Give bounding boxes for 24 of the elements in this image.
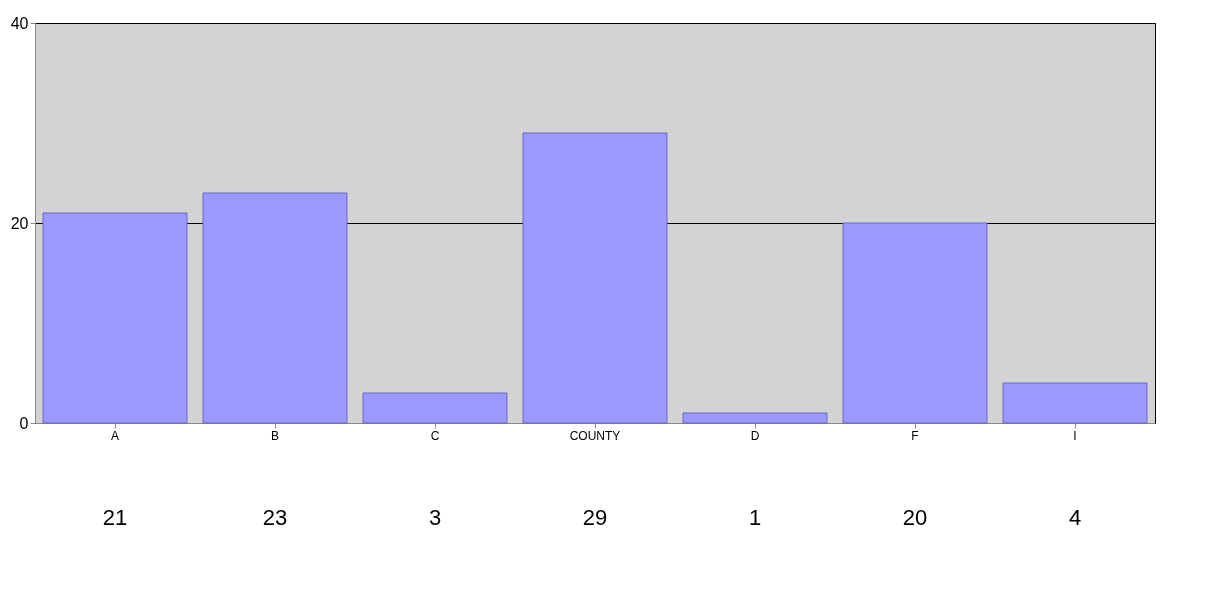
x-tick-label: COUNTY — [569, 428, 621, 443]
bar — [522, 132, 668, 424]
data-label: 29 — [582, 505, 608, 530]
x-tick-label: B — [270, 428, 280, 443]
data-label: 20 — [902, 505, 928, 530]
x-tick-label: A — [110, 428, 120, 443]
bar — [42, 212, 188, 424]
y-tick-label: 0 — [19, 414, 29, 432]
x-tick-label: I — [1073, 428, 1077, 443]
y-tick-label: 40 — [10, 14, 29, 32]
x-tick-label: C — [430, 428, 440, 443]
x-tick-label: D — [750, 428, 760, 443]
data-label: 23 — [262, 505, 288, 530]
bar — [682, 412, 828, 424]
bar — [362, 392, 508, 424]
bar — [202, 192, 348, 424]
data-label: 4 — [1068, 505, 1082, 530]
data-label: 21 — [102, 505, 128, 530]
data-label: 1 — [748, 505, 762, 530]
y-tick-label: 20 — [10, 214, 29, 232]
bar — [1002, 382, 1148, 424]
data-label: 3 — [428, 505, 442, 530]
x-tick-label: F — [911, 428, 919, 443]
bar — [842, 222, 988, 424]
